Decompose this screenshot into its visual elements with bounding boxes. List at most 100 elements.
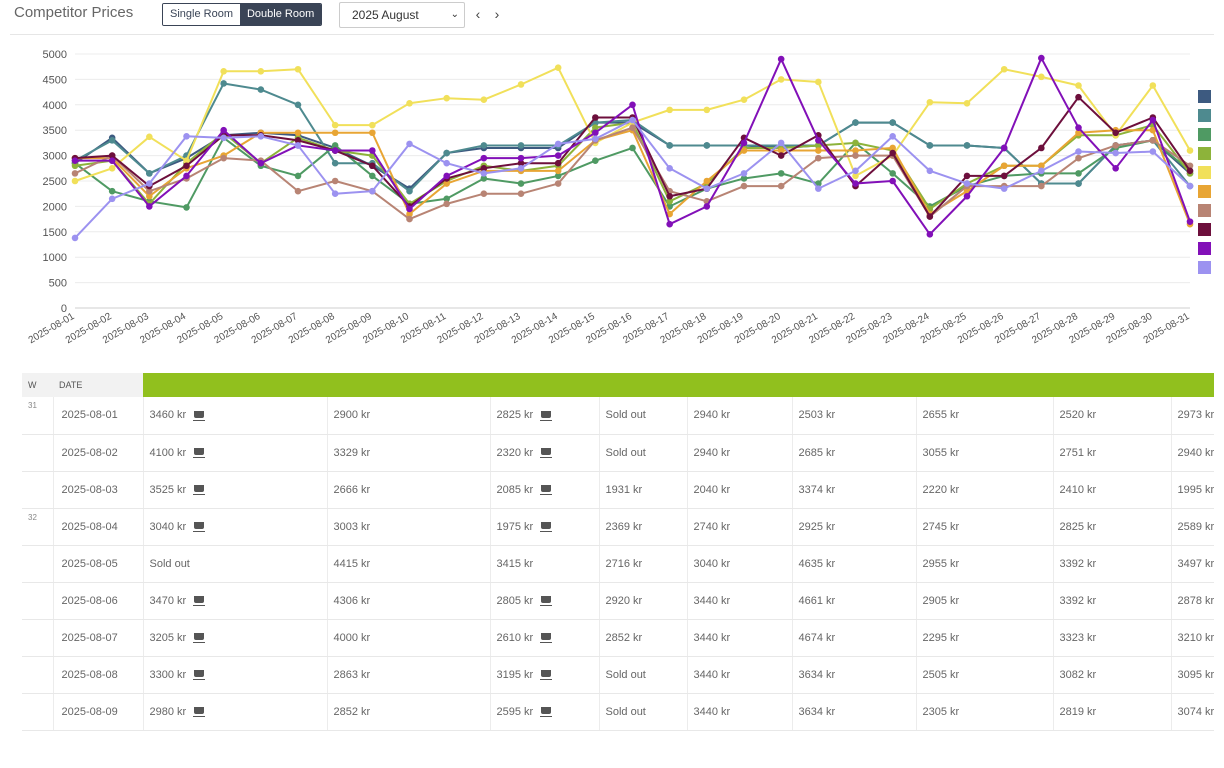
price-value: 2925 kr [798,520,836,533]
price-cell[interactable]: 2955 kr [916,545,1054,583]
price-cell[interactable]: 3003 kr [327,508,491,546]
price-cell[interactable]: 2920 kr [599,582,688,620]
price-cell[interactable]: 2925 kr [792,508,917,546]
price-cell[interactable]: 2410 kr [1053,471,1172,509]
price-cell[interactable]: 1975 kr [490,508,600,546]
price-cell[interactable]: 2940 kr [687,434,793,472]
legend-swatch[interactable] [1198,147,1211,160]
price-cell[interactable]: 2980 kr [143,693,328,731]
price-cell[interactable]: 2220 kr [916,471,1054,509]
price-cell[interactable]: 3392 kr [1053,582,1172,620]
price-cell[interactable]: 3634 kr [792,693,917,731]
price-cell[interactable]: 4635 kr [792,545,917,583]
price-cell[interactable]: 3195 kr [490,656,600,694]
price-cell[interactable]: 2878 kr [1171,582,1214,620]
price-cell[interactable]: 2503 kr [792,397,917,435]
price-cell[interactable]: 3082 kr [1053,656,1172,694]
price-cell[interactable]: 3329 kr [327,434,491,472]
price-cell[interactable]: 2751 kr [1053,434,1172,472]
price-cell[interactable]: 3440 kr [687,619,793,657]
data-point [183,162,190,170]
price-cell[interactable]: 1931 kr [599,471,688,509]
price-cell[interactable]: 3440 kr [687,582,793,620]
price-cell[interactable]: 2595 kr [490,693,600,731]
legend-swatch[interactable] [1198,90,1211,103]
price-cell[interactable]: 3040 kr [143,508,328,546]
price-cell[interactable]: 3525 kr [143,471,328,509]
price-cell[interactable]: 1995 kr [1171,471,1214,509]
price-cell[interactable]: 2610 kr [490,619,600,657]
legend-swatch[interactable] [1198,128,1211,141]
legend-swatch[interactable] [1198,261,1211,274]
price-cell[interactable]: 3374 kr [792,471,917,509]
price-cell[interactable]: 2900 kr [327,397,491,435]
price-cell[interactable]: 2685 kr [792,434,917,472]
price-cell[interactable]: 2973 kr [1171,397,1214,435]
price-cell[interactable]: 2505 kr [916,656,1054,694]
price-cell[interactable]: Sold out [599,397,688,435]
price-cell[interactable]: 3095 kr [1171,656,1214,694]
price-cell[interactable]: 2040 kr [687,471,793,509]
price-cell[interactable]: 2305 kr [916,693,1054,731]
price-cell[interactable]: 4415 kr [327,545,491,583]
price-cell[interactable]: 2852 kr [327,693,491,731]
price-cell[interactable]: 2940 kr [687,397,793,435]
data-point [852,139,859,147]
price-cell[interactable]: 4100 kr [143,434,328,472]
price-cell[interactable]: Sold out [599,434,688,472]
price-cell[interactable]: 2295 kr [916,619,1054,657]
y-tick-label: 4000 [43,100,67,112]
price-cell[interactable]: 3323 kr [1053,619,1172,657]
price-cell[interactable]: 4661 kr [792,582,917,620]
price-cell[interactable]: 2940 kr [1171,434,1214,472]
price-cell[interactable]: 3634 kr [792,656,917,694]
legend-swatch[interactable] [1198,223,1211,236]
price-cell[interactable]: 2852 kr [599,619,688,657]
price-cell[interactable]: 2320 kr [490,434,600,472]
price-cell[interactable]: 2863 kr [327,656,491,694]
legend-swatch[interactable] [1198,166,1211,179]
price-cell[interactable]: 2520 kr [1053,397,1172,435]
price-cell[interactable]: 2805 kr [490,582,600,620]
prev-month-button[interactable]: ‹ [471,5,485,23]
price-cell[interactable]: 2745 kr [916,508,1054,546]
price-cell[interactable]: 2819 kr [1053,693,1172,731]
price-cell[interactable]: 2655 kr [916,397,1054,435]
next-month-button[interactable]: › [490,5,504,23]
price-cell[interactable]: 2589 kr [1171,508,1214,546]
price-cell[interactable]: 4306 kr [327,582,491,620]
price-cell[interactable]: 3300 kr [143,656,328,694]
price-cell[interactable]: 3055 kr [916,434,1054,472]
price-cell[interactable]: Sold out [599,656,688,694]
price-cell[interactable]: 2825 kr [1053,508,1172,546]
price-cell[interactable]: 3040 kr [687,545,793,583]
price-cell[interactable]: 3210 kr [1171,619,1214,657]
price-cell[interactable]: Sold out [599,693,688,731]
single-room-button[interactable]: Single Room [163,4,240,25]
price-cell[interactable]: 2369 kr [599,508,688,546]
legend-swatch[interactable] [1198,109,1211,122]
price-cell[interactable]: 2716 kr [599,545,688,583]
price-cell[interactable]: 2905 kr [916,582,1054,620]
price-cell[interactable]: Sold out [143,545,328,583]
price-cell[interactable]: 4674 kr [792,619,917,657]
legend-swatch[interactable] [1198,242,1211,255]
price-cell[interactable]: 3205 kr [143,619,328,657]
price-cell[interactable]: 3440 kr [687,693,793,731]
price-cell[interactable]: 3440 kr [687,656,793,694]
price-cell[interactable]: 3497 kr [1171,545,1214,583]
month-select[interactable]: 2025 August ⌄ [339,2,465,28]
price-cell[interactable]: 3460 kr [143,397,328,435]
price-cell[interactable]: 3415 kr [490,545,600,583]
price-cell[interactable]: 3470 kr [143,582,328,620]
price-cell[interactable]: 3074 kr [1171,693,1214,731]
price-cell[interactable]: 2740 kr [687,508,793,546]
legend-swatch[interactable] [1198,185,1211,198]
price-cell[interactable]: 2666 kr [327,471,491,509]
price-cell[interactable]: 2085 kr [490,471,600,509]
price-cell[interactable]: 2825 kr [490,397,600,435]
price-cell[interactable]: 3392 kr [1053,545,1172,583]
double-room-button[interactable]: Double Room [239,4,322,25]
price-cell[interactable]: 4000 kr [327,619,491,657]
legend-swatch[interactable] [1198,204,1211,217]
